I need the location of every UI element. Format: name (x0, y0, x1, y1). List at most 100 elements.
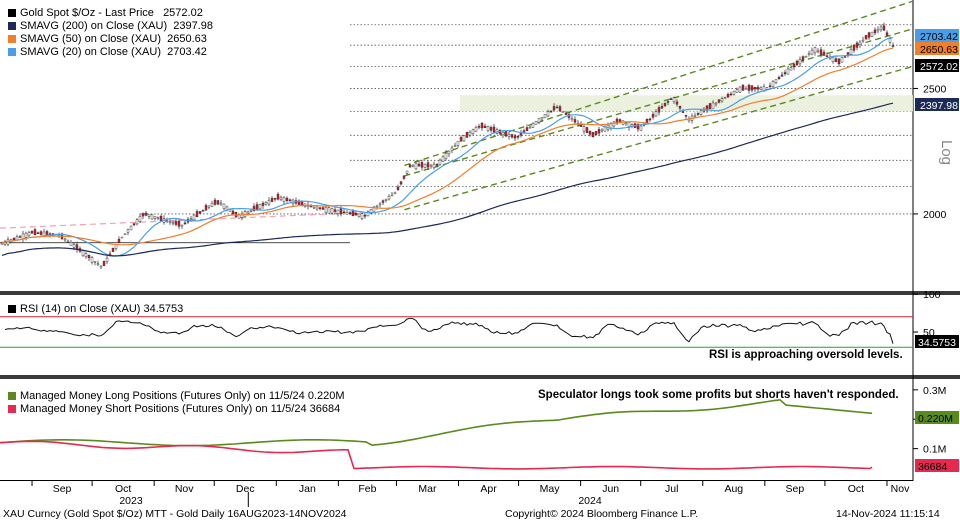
candle-body (249, 210, 253, 212)
candle-body (699, 110, 703, 115)
rsi-note: RSI is approaching oversold levels. (709, 349, 903, 361)
candle-body (465, 131, 469, 138)
candle-body (222, 203, 226, 209)
candle-body (891, 45, 895, 47)
panel-divider (0, 291, 960, 295)
candle-body (681, 111, 685, 113)
candle-body (168, 221, 172, 223)
candle-body (807, 53, 811, 55)
candle-body (489, 127, 493, 131)
y-tick-label: 2000 (923, 209, 947, 221)
candle-body (819, 49, 823, 55)
prior-trendline (0, 211, 365, 229)
candle-body (792, 64, 796, 68)
x-tick-label: Oct (848, 483, 864, 495)
candle-body (771, 81, 775, 87)
candle-body (360, 213, 364, 219)
candle-body (537, 118, 541, 123)
channel-middle (404, 28, 914, 177)
candle-body (252, 206, 256, 211)
legend-smavg50: SMAVG (50) on Close (XAU) 2650.63 (8, 33, 213, 46)
candle-body (438, 159, 442, 165)
candle-body (435, 164, 439, 166)
long-positions-line (0, 398, 873, 447)
candle-body (693, 115, 697, 117)
candle-body (63, 238, 67, 241)
candle-body (441, 156, 445, 162)
candle-body (39, 231, 43, 235)
candle-body (447, 150, 451, 155)
candle-body (24, 232, 28, 238)
candle-body (672, 97, 676, 102)
value-tag-label: 2650.63 (920, 44, 958, 56)
legend-smavg200: SMAVG (200) on Close (XAU) 2397.98 (8, 20, 213, 33)
x-tick-label: Jul (665, 483, 678, 495)
candle-body (711, 102, 715, 109)
candle-body (696, 112, 700, 115)
candle-body (861, 39, 865, 42)
candle-body (864, 35, 868, 40)
candle-body (144, 212, 148, 216)
footer-left: XAU Curncy (Gold Spot $/Oz) MTT - Gold D… (3, 508, 347, 520)
candle-body (399, 181, 403, 185)
x-axis-line (0, 480, 913, 481)
value-tag (915, 98, 959, 111)
candle-body (84, 253, 88, 257)
candle-body (543, 114, 547, 118)
x-year-label: 2024 (578, 495, 602, 507)
long-value-tag-label: 0.220M (918, 413, 953, 425)
candle-body (831, 57, 835, 63)
x-tick-label: Aug (724, 483, 743, 495)
candle-body (381, 200, 385, 203)
candle-body (318, 207, 322, 209)
candle-body (798, 59, 802, 65)
candle-body (285, 197, 289, 201)
candle-body (480, 122, 484, 129)
candle-body (843, 56, 847, 58)
candle-body (189, 218, 193, 220)
candle-body (546, 111, 550, 117)
value-tag-label: 2703.42 (920, 31, 958, 43)
candle-body (702, 110, 706, 112)
candle-body (552, 106, 556, 111)
candle-body (393, 192, 397, 195)
candle-body (396, 186, 400, 191)
candle-body (501, 131, 505, 136)
candle-body (387, 196, 391, 200)
candle-body (198, 211, 202, 214)
candle-body (183, 222, 187, 225)
candle-body (462, 135, 466, 142)
candle-body (96, 263, 100, 265)
candle-body (486, 126, 490, 131)
candle-body (12, 237, 16, 240)
candle-body (180, 224, 184, 227)
candle-body (549, 110, 553, 113)
cot-tick-label: 0.1M (923, 444, 946, 456)
value-tag-label: 2572.02 (920, 61, 958, 73)
candle-body (477, 126, 481, 128)
candle-body (801, 56, 805, 61)
candle-body (210, 203, 214, 207)
channel-upper (404, 0, 914, 167)
candle-body (330, 208, 334, 214)
candle-body (432, 163, 436, 168)
candle-body (585, 127, 589, 133)
candle-body (87, 255, 91, 259)
candle-body (312, 206, 316, 209)
candle-body (720, 98, 724, 102)
short-value-tag (915, 459, 959, 472)
x-tick-label: Apr (480, 483, 497, 495)
candle-body (174, 221, 178, 225)
candle-body (270, 198, 274, 202)
long-value-tag (915, 411, 959, 424)
candle-body (147, 214, 151, 217)
candle-body (15, 236, 19, 240)
candle-body (879, 26, 883, 30)
candle-body (582, 126, 586, 132)
candle-body (159, 215, 163, 221)
smavg50-line (1, 47, 894, 246)
candle-body (69, 242, 73, 246)
candle-body (336, 209, 340, 214)
candle-body (765, 87, 769, 90)
